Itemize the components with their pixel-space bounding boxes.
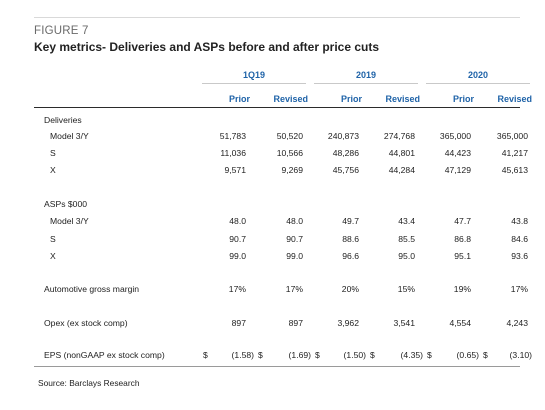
figure-source: Source: Barclays Research <box>38 378 140 388</box>
cell-deliveries-x-2020-prior: 47,129 <box>444 165 471 175</box>
row-label-deliveries-model3y: Model 3/Y <box>50 131 89 141</box>
row-label-opex: Opex (ex stock comp) <box>44 318 128 328</box>
cell-deliveries-model3y-2020-prior: 365,000 <box>439 131 471 141</box>
cell-gross-margin-2020-prior: 19% <box>453 284 471 294</box>
cell-asp-model3y-2020-prior: 47.7 <box>454 216 471 226</box>
cell-asp-s-2020-prior: 86.8 <box>454 234 471 244</box>
cell-asp-s-1q19-revised: 90.7 <box>286 234 303 244</box>
cell-gross-margin-2019-revised: 15% <box>397 284 415 294</box>
column-header-revised-2020: Revised <box>497 94 532 104</box>
column-header-revised-1q19: Revised <box>273 94 308 104</box>
cell-deliveries-model3y-1q19-prior: 51,783 <box>219 131 246 141</box>
section-label-deliveries: Deliveries <box>44 115 82 125</box>
cell-deliveries-model3y-1q19-revised: 50,520 <box>276 131 303 141</box>
column-header-prior-2020: Prior <box>452 94 474 104</box>
cell-gross-margin-1q19-prior: 17% <box>228 284 246 294</box>
cell-eps-2019-revised: (4.35) <box>400 350 423 360</box>
cell-opex-1q19-prior: 897 <box>231 318 246 328</box>
cell-deliveries-s-2019-prior: 48,286 <box>332 148 359 158</box>
column-header-prior-2019: Prior <box>340 94 362 104</box>
cell-deliveries-s-1q19-revised: 10,566 <box>276 148 303 158</box>
cell-deliveries-s-1q19-prior: 11,036 <box>220 148 246 158</box>
period-underline-2020 <box>426 83 530 84</box>
cell-gross-margin-1q19-revised: 17% <box>285 284 303 294</box>
row-label-gross-margin: Automotive gross margin <box>44 284 140 294</box>
figure-title: Key metrics- Deliveries and ASPs before … <box>34 40 380 54</box>
cell-deliveries-model3y-2019-prior: 240,873 <box>327 131 359 141</box>
cell-opex-2020-prior: 4,554 <box>449 318 471 328</box>
row-label-asp-x: X <box>50 251 56 261</box>
cell-asp-s-2020-revised: 84.6 <box>511 234 528 244</box>
cell-asp-model3y-2019-revised: 43.4 <box>398 216 415 226</box>
cell-asp-x-2019-revised: 95.0 <box>398 251 415 261</box>
top-divider <box>34 17 520 18</box>
period-underline-2019 <box>314 83 418 84</box>
section-label-asps: ASPs $000 <box>44 199 87 209</box>
cell-asp-s-2019-prior: 88.6 <box>342 234 359 244</box>
row-label-asp-s: S <box>50 234 56 244</box>
period-header-1q19: 1Q19 <box>242 70 266 80</box>
cell-asp-s-2019-revised: 85.5 <box>398 234 415 244</box>
cell-deliveries-x-2019-prior: 45,756 <box>332 165 359 175</box>
column-header-revised-2019: Revised <box>385 94 420 104</box>
cell-eps-2020-prior: (0.65) <box>456 350 479 360</box>
period-underline-1q19 <box>202 83 306 84</box>
cell-asp-x-2019-prior: 96.6 <box>342 251 359 261</box>
cell-deliveries-model3y-2020-revised: 365,000 <box>496 131 528 141</box>
cell-deliveries-s-2020-revised: 41,217 <box>501 148 528 158</box>
cell-asp-model3y-2020-revised: 43.8 <box>511 216 528 226</box>
cell-asp-x-1q19-prior: 99.0 <box>229 251 246 261</box>
eps-currency-1q19-prior: $ <box>203 350 208 360</box>
eps-currency-1q19-revised: $ <box>258 350 263 360</box>
header-divider <box>34 107 520 108</box>
bottom-divider <box>34 366 520 367</box>
cell-asp-model3y-1q19-prior: 48.0 <box>229 216 246 226</box>
cell-gross-margin-2019-prior: 20% <box>341 284 359 294</box>
cell-asp-model3y-2019-prior: 49.7 <box>342 216 359 226</box>
cell-deliveries-s-2019-revised: 44,801 <box>388 148 415 158</box>
cell-opex-2019-prior: 3,962 <box>337 318 359 328</box>
eps-currency-2019-prior: $ <box>315 350 320 360</box>
eps-currency-2019-revised: $ <box>370 350 375 360</box>
cell-asp-x-2020-prior: 95.1 <box>454 251 471 261</box>
cell-deliveries-x-1q19-prior: 9,571 <box>224 165 246 175</box>
period-header-2020: 2020 <box>467 70 489 80</box>
cell-deliveries-x-2019-revised: 44,284 <box>388 165 415 175</box>
cell-deliveries-model3y-2019-revised: 274,768 <box>383 131 415 141</box>
eps-currency-2020-revised: $ <box>483 350 488 360</box>
row-label-deliveries-s: S <box>50 148 56 158</box>
row-label-deliveries-x: X <box>50 165 56 175</box>
cell-eps-1q19-revised: (1.69) <box>288 350 311 360</box>
cell-gross-margin-2020-revised: 17% <box>510 284 528 294</box>
figure-label: FIGURE 7 <box>34 25 89 37</box>
eps-currency-2020-prior: $ <box>427 350 432 360</box>
cell-deliveries-x-2020-revised: 45,613 <box>501 165 528 175</box>
row-label-eps: EPS (nonGAAP ex stock comp) <box>44 350 165 360</box>
cell-deliveries-s-2020-prior: 44,423 <box>444 148 471 158</box>
cell-eps-2020-revised: (3.10) <box>509 350 532 360</box>
cell-eps-1q19-prior: (1.58) <box>231 350 254 360</box>
column-header-prior-1q19: Prior <box>228 94 250 104</box>
cell-opex-2020-revised: 4,243 <box>506 318 528 328</box>
row-label-asp-model3y: Model 3/Y <box>50 216 89 226</box>
cell-asp-s-1q19-prior: 90.7 <box>229 234 246 244</box>
cell-opex-1q19-revised: 897 <box>288 318 303 328</box>
cell-asp-x-2020-revised: 93.6 <box>511 251 528 261</box>
cell-deliveries-x-1q19-revised: 9,269 <box>281 165 303 175</box>
cell-opex-2019-revised: 3,541 <box>393 318 415 328</box>
cell-asp-model3y-1q19-revised: 48.0 <box>286 216 303 226</box>
cell-eps-2019-prior: (1.50) <box>343 350 366 360</box>
period-header-2019: 2019 <box>355 70 377 80</box>
cell-asp-x-1q19-revised: 99.0 <box>286 251 303 261</box>
